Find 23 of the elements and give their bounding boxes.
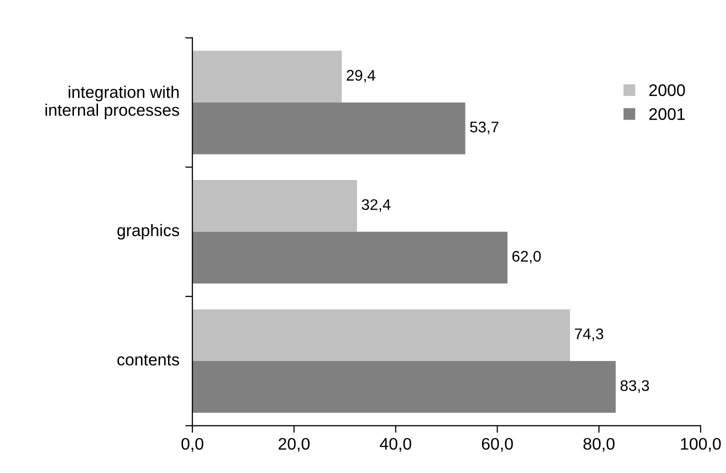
y-tick-label: contents — [117, 354, 180, 366]
x-tick-label: 0,0 — [181, 438, 204, 452]
x-tick-label: 60,0 — [482, 438, 513, 452]
bar — [192, 102, 466, 154]
y-tick-label: graphics — [117, 224, 180, 240]
bar — [192, 361, 616, 413]
data-label: 74,3 — [574, 328, 604, 342]
y-tick-label: integration with internal processes — [46, 86, 180, 120]
data-label: 29,4 — [346, 70, 376, 83]
legend-label: 2000 — [649, 84, 685, 96]
data-label: 53,7 — [470, 122, 498, 134]
bar — [192, 309, 570, 362]
bar — [192, 180, 358, 232]
data-label: 32,4 — [362, 199, 390, 212]
x-tick-label: 20,0 — [278, 438, 310, 452]
bar — [192, 232, 508, 284]
x-tick-label: 40,0 — [380, 438, 412, 452]
bar — [192, 50, 342, 102]
legend-label: 2001 — [649, 108, 685, 120]
data-label: 62,0 — [512, 250, 541, 264]
x-tick-label: 100,0 — [681, 438, 721, 452]
x-tick-label: 80,0 — [583, 438, 615, 452]
data-label: 83,3 — [620, 380, 649, 393]
